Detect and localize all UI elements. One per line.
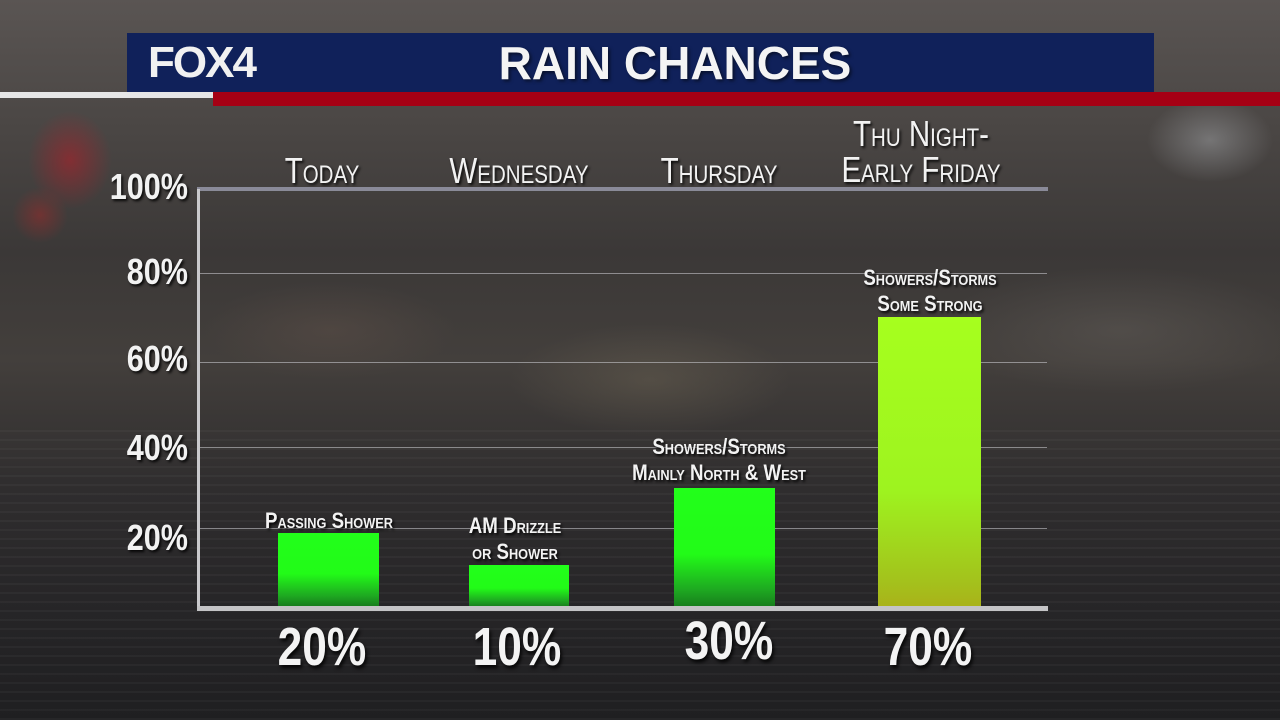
x-axis-line — [197, 606, 1048, 611]
value-label-today: 20% — [277, 617, 367, 677]
category-label-line: Wednesday — [449, 150, 589, 191]
bar-note-line: Showers/Storms — [652, 434, 786, 459]
category-label-line: Today — [284, 150, 360, 191]
value-label-thu-night-early-friday: 70% — [883, 617, 973, 677]
category-label-line: Early Friday — [841, 149, 1001, 190]
page-title: RAIN CHANCES — [498, 37, 852, 89]
fox4-logo: FOX4 — [148, 38, 257, 87]
gridline-40 — [199, 447, 1047, 448]
bar-note-line: or Shower — [472, 539, 558, 564]
category-label-line: Thursday — [660, 150, 778, 191]
y-tick-40: 40% — [126, 427, 188, 468]
y-tick-20: 20% — [126, 517, 188, 558]
header-red-accent — [213, 92, 1280, 106]
category-label-wednesday: Wednesday — [421, 153, 618, 189]
value-label-thursday: 30% — [684, 611, 774, 671]
bar-note-wednesday: AM Drizzle or Shower — [430, 513, 600, 565]
gridline-60 — [199, 362, 1047, 363]
y-tick-60: 60% — [126, 338, 188, 379]
header-white-accent — [0, 92, 213, 98]
bar-note-line: Some Strong — [877, 291, 983, 316]
bar-wednesday — [469, 565, 569, 607]
bar-note-thursday: Showers/Storms Mainly North & West — [600, 434, 838, 486]
bar-thursday — [674, 488, 775, 608]
category-label-thursday: Thursday — [629, 153, 809, 189]
bar-note-line: Showers/Storms — [863, 265, 997, 290]
y-tick-100: 100% — [109, 166, 188, 207]
bar-note-thu-night-early-friday: Showers/Storms Some Strong — [828, 265, 1032, 317]
value-label-wednesday: 10% — [472, 617, 562, 677]
bar-note-line: AM Drizzle — [468, 513, 562, 538]
bar-thu-night-early-friday — [878, 317, 981, 607]
background-rain-texture — [0, 430, 1280, 720]
y-tick-80: 80% — [126, 251, 188, 292]
gridline-80 — [199, 273, 1047, 274]
header-banner — [127, 33, 1154, 92]
y-axis-line — [197, 189, 200, 610]
bar-note-line: Passing Shower — [265, 508, 393, 533]
bar-note-line: Mainly North & West — [632, 460, 806, 485]
category-label-today: Today — [240, 153, 404, 189]
category-label-line: Thu Night- — [853, 113, 989, 154]
bar-today — [278, 533, 379, 607]
bar-note-today: Passing Shower — [227, 508, 431, 534]
gridline-100 — [197, 187, 1048, 191]
gridline-20 — [199, 528, 1047, 529]
category-label-thu-night-early-friday: Thu Night- Early Friday — [814, 116, 1027, 188]
